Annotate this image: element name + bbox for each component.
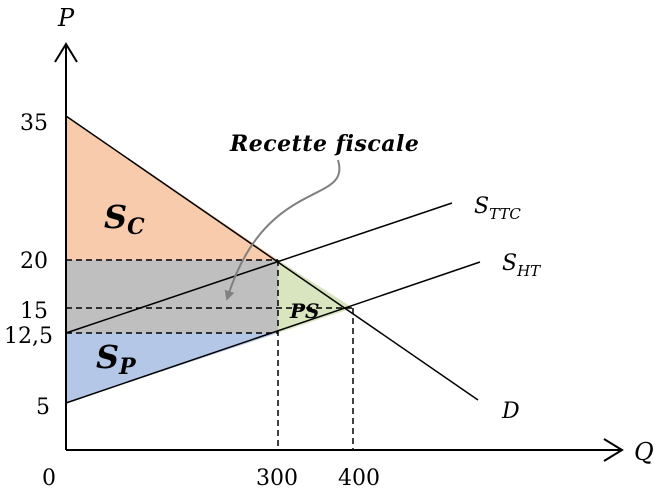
supply-ht-label-sub: HT <box>516 262 541 280</box>
consumer-surplus-label-sub: C <box>127 214 145 240</box>
supply-ht-curve <box>65 261 481 404</box>
x-axis-arrowhead <box>603 438 624 462</box>
annotation-arrow <box>224 159 341 301</box>
producer-surplus-label-main: S <box>96 338 119 376</box>
origin-label: 0 <box>42 466 56 491</box>
deadweight-loss-area <box>278 260 353 333</box>
y-tick-15: 15 <box>20 299 48 324</box>
tax-revenue-annotation: Recette fiscale <box>229 131 419 157</box>
deadweight-loss-label: PS <box>289 299 319 323</box>
producer-surplus-label-sub: P <box>118 354 137 380</box>
y-axis-label: P <box>57 4 75 32</box>
y-tick-12-5: 12,5 <box>4 324 53 349</box>
x-tick-300: 300 <box>256 466 298 491</box>
supply-ttc-label: STTC <box>474 194 521 223</box>
demand-label: D <box>501 399 520 424</box>
supply-ht-label: SHT <box>502 251 541 280</box>
producer-surplus-label: SP <box>96 338 137 380</box>
y-tick-20: 20 <box>20 249 48 274</box>
y-axis-arrowhead <box>54 42 78 63</box>
dashed-guides <box>66 259 354 450</box>
supply-ht-label-main: S <box>502 251 517 276</box>
y-tick-35: 35 <box>20 111 48 136</box>
y-tick-5: 5 <box>36 395 50 420</box>
supply-ttc-label-main: S <box>474 194 489 219</box>
consumer-surplus-label-main: S <box>104 198 127 236</box>
x-axis-label: Q <box>634 438 654 466</box>
demand-curve <box>65 115 479 401</box>
supply-ttc-curve <box>65 202 453 334</box>
consumer-surplus-label: SC <box>104 198 145 240</box>
x-tick-400: 400 <box>338 466 380 491</box>
supply-ttc-label-sub: TTC <box>489 205 521 223</box>
